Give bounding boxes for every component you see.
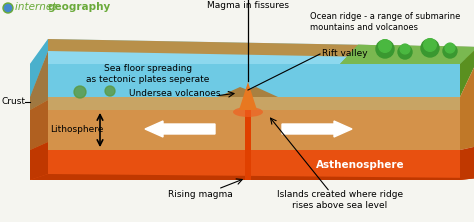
Text: internet: internet [15, 2, 60, 12]
Ellipse shape [233, 107, 263, 117]
Polygon shape [30, 64, 460, 97]
Circle shape [424, 39, 436, 51]
Circle shape [376, 40, 394, 58]
Polygon shape [30, 51, 48, 110]
Circle shape [398, 45, 412, 59]
Text: Magma in fissures: Magma in fissures [207, 1, 289, 10]
Circle shape [74, 86, 86, 98]
Text: geography: geography [48, 2, 111, 12]
Text: Asthenosphere: Asthenosphere [316, 160, 404, 170]
Polygon shape [30, 39, 474, 64]
Text: Islands created where ridge
rises above sea level: Islands created where ridge rises above … [277, 190, 403, 210]
Text: Sea floor spreading
as tectonic plates seperate: Sea floor spreading as tectonic plates s… [86, 64, 210, 84]
Polygon shape [30, 97, 460, 110]
Polygon shape [30, 39, 48, 97]
Polygon shape [460, 47, 474, 97]
Text: Rising magma: Rising magma [168, 190, 232, 198]
Polygon shape [218, 87, 278, 97]
Polygon shape [30, 142, 48, 180]
Text: Crust: Crust [2, 97, 26, 107]
Circle shape [3, 3, 13, 13]
Text: Rift valley: Rift valley [322, 50, 368, 59]
Polygon shape [30, 150, 460, 180]
FancyArrow shape [282, 121, 352, 137]
Bar [245, 110, 251, 180]
Polygon shape [30, 110, 460, 150]
Polygon shape [460, 146, 474, 180]
Polygon shape [340, 45, 474, 64]
Polygon shape [340, 45, 474, 64]
FancyArrow shape [145, 121, 215, 137]
Circle shape [443, 44, 457, 58]
Circle shape [105, 86, 115, 96]
Text: Lithosphere: Lithosphere [50, 125, 103, 135]
Polygon shape [460, 59, 474, 150]
Circle shape [445, 43, 455, 53]
Circle shape [421, 39, 439, 57]
Text: Undersea volcanoes: Undersea volcanoes [129, 89, 221, 99]
Polygon shape [48, 39, 474, 59]
Circle shape [4, 4, 11, 12]
Polygon shape [239, 82, 257, 110]
Polygon shape [30, 100, 48, 150]
Text: Ocean ridge - a range of submarine
mountains and volcanoes: Ocean ridge - a range of submarine mount… [310, 12, 460, 32]
Circle shape [400, 44, 410, 54]
Polygon shape [30, 174, 474, 180]
Circle shape [379, 40, 392, 52]
